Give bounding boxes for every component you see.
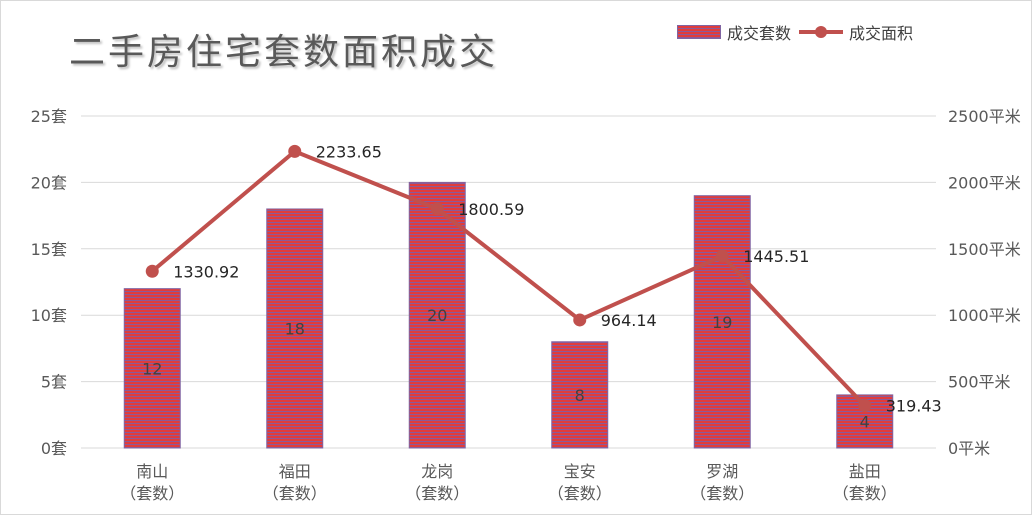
- y-left-tick-label: 10套: [31, 306, 67, 325]
- line-value-label: 1800.59: [458, 200, 524, 219]
- bar: [551, 341, 609, 449]
- bar-series: [123, 181, 894, 449]
- bar-value-label: 4: [860, 412, 870, 431]
- y-right-tick-label: 2000平米: [948, 173, 1021, 192]
- line-series: [145, 144, 872, 413]
- y-right-tick-label: 500平米: [948, 373, 1011, 392]
- y-right-tick-label: 0平米: [948, 439, 990, 458]
- bar: [123, 288, 181, 449]
- y-left-tick-label: 5套: [41, 373, 67, 392]
- y-left-tick-label: 15套: [31, 240, 67, 259]
- y-left-tick-label: 20套: [31, 173, 67, 192]
- x-tick-label: 南山（套数）: [120, 462, 184, 503]
- line-path: [150, 149, 867, 407]
- bar-value-label: 12: [142, 359, 162, 378]
- line-value-label: 964.14: [601, 311, 657, 330]
- data-labels: 12 18 20 8 19 4 1330.92 2233.65 1800.59 964.14 144…: [142, 142, 942, 431]
- legend-bar-swatch-icon: [677, 25, 721, 39]
- y-left-tick-label: 0套: [41, 439, 67, 458]
- y-left-tick-label: 25套: [31, 107, 67, 126]
- legend-line-swatch-icon: [799, 25, 844, 39]
- legend-item-line: 成交面积: [799, 20, 913, 44]
- x-tick-label: 罗湖（套数）: [690, 462, 754, 503]
- line-value-label: 2233.65: [316, 142, 382, 161]
- y-right-tick-label: 1500平米: [948, 240, 1021, 259]
- line-point: [858, 399, 872, 413]
- legend-label-line: 成交面积: [849, 24, 914, 43]
- line-point: [573, 313, 587, 327]
- y-right-tick-label: 2500平米: [948, 107, 1021, 126]
- x-tick-label: 福田（套数）: [263, 462, 327, 503]
- line-point: [145, 264, 159, 278]
- x-tick-label: 宝安（套数）: [548, 462, 612, 503]
- axes: 0套 5套 10套 15套 20套 25套 0平米 500平米 1000平米 1500平米 2000…: [31, 107, 1021, 503]
- line-point: [288, 144, 302, 158]
- gridlines: [81, 115, 936, 449]
- bar-value-label: 20: [427, 306, 447, 325]
- line-value-label: 1330.92: [173, 262, 239, 281]
- x-tick-label: 龙岗（套数）: [405, 462, 469, 503]
- bar-value-label: 8: [575, 386, 585, 405]
- chart-title: 二手房住宅套数面积成交: [69, 32, 499, 73]
- bar-value-label: 18: [285, 319, 305, 338]
- line-point: [430, 202, 444, 216]
- bar: [693, 195, 751, 449]
- legend-label-bar: 成交套数: [727, 24, 792, 43]
- legend: 成交套数 成交面积: [677, 21, 921, 43]
- line-value-label: 1445.51: [743, 247, 809, 266]
- line-value-label: 319.43: [886, 397, 942, 416]
- bar: [408, 181, 466, 449]
- bar-value-label: 19: [712, 313, 732, 332]
- bar: [266, 208, 324, 449]
- x-tick-label: 盐田（套数）: [833, 462, 897, 503]
- legend-item-bar: 成交套数: [677, 20, 791, 44]
- y-right-tick-label: 1000平米: [948, 306, 1021, 325]
- line-point: [715, 249, 729, 263]
